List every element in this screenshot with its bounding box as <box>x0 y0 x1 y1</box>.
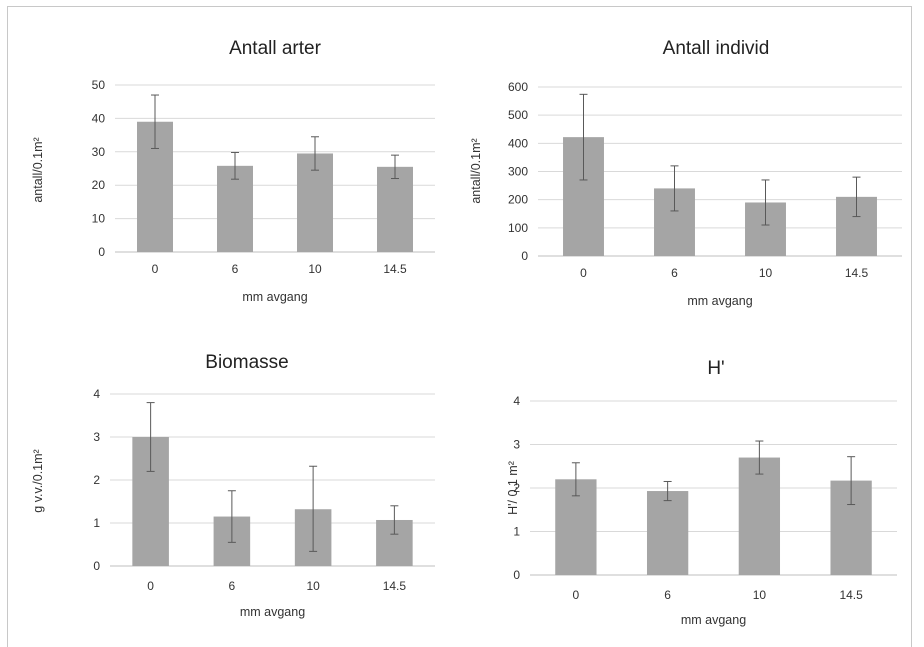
chart-title: Biomasse <box>205 352 288 373</box>
y-tick-label: 2 <box>513 481 520 495</box>
x-tick-label: 14.5 <box>383 262 407 276</box>
x-tick-label: 6 <box>232 262 239 276</box>
y-tick-label: 0 <box>513 568 520 582</box>
x-axis-label: mm avgang <box>687 294 752 308</box>
x-tick-label: 10 <box>759 266 773 280</box>
x-tick-label: 6 <box>671 266 678 280</box>
x-tick-label: 10 <box>753 588 767 602</box>
x-tick-label: 0 <box>580 266 587 280</box>
y-tick-label: 0 <box>521 249 528 263</box>
chart-title: Antall arter <box>229 38 322 59</box>
x-tick-label: 14.5 <box>383 579 407 593</box>
x-tick-label: 10 <box>308 262 322 276</box>
x-tick-label: 6 <box>229 579 236 593</box>
y-tick-label: 4 <box>513 394 520 408</box>
bar <box>646 491 689 575</box>
chart-2: Antall individ 0 100 200 300 400 500 600 0 6 10 14.… <box>469 38 902 308</box>
y-axis-label: g v.v./0.1m² <box>31 449 45 512</box>
x-tick-label: 0 <box>147 579 154 593</box>
y-tick-label: 40 <box>92 111 106 125</box>
y-tick-label: 3 <box>93 430 100 444</box>
y-tick-label: 1 <box>513 525 520 539</box>
chart-title: Antall individ <box>663 38 770 59</box>
y-tick-label: 0 <box>98 245 105 259</box>
bar <box>738 457 781 575</box>
chart-3: Biomasse 0 1 2 3 4 0 6 10 14.5 mm avgang g v.v./0.1… <box>31 352 435 619</box>
y-tick-label: 1 <box>93 516 100 530</box>
x-tick-label: 0 <box>152 262 159 276</box>
y-tick-label: 200 <box>508 193 528 207</box>
x-tick-label: 10 <box>306 579 320 593</box>
bar <box>217 165 253 252</box>
y-axis-label: antall/0.1m² <box>31 137 45 202</box>
y-axis-label: H'/ 0.1 m² <box>506 461 520 515</box>
y-tick-label: 400 <box>508 136 528 150</box>
y-tick-label: 30 <box>92 145 106 159</box>
y-tick-label: 3 <box>513 438 520 452</box>
bar <box>377 166 413 252</box>
chart-4: H' 0 1 2 3 4 0 6 10 14.5 mm avgang H'/ 0.1 m² <box>506 358 897 627</box>
y-tick-label: 100 <box>508 221 528 235</box>
y-tick-label: 20 <box>92 178 106 192</box>
x-axis-label: mm avgang <box>240 605 305 619</box>
chart-title: H' <box>707 358 724 379</box>
x-tick-label: 14.5 <box>845 266 869 280</box>
x-tick-label: 6 <box>664 588 671 602</box>
x-tick-label: 14.5 <box>839 588 863 602</box>
y-tick-label: 600 <box>508 80 528 94</box>
y-tick-label: 0 <box>93 559 100 573</box>
y-tick-label: 2 <box>93 473 100 487</box>
y-tick-label: 50 <box>92 78 106 92</box>
x-tick-label: 0 <box>573 588 580 602</box>
figure-frame <box>7 6 912 647</box>
x-axis-label: mm avgang <box>681 613 746 627</box>
y-tick-label: 300 <box>508 165 528 179</box>
y-tick-label: 10 <box>92 212 106 226</box>
y-axis-label: antall/0.1m² <box>469 138 483 203</box>
chart-1: Antall arter 0 10 20 30 40 50 0 6 10 14.5 mm avgang… <box>31 38 435 304</box>
x-axis-label: mm avgang <box>242 290 307 304</box>
y-tick-label: 4 <box>93 387 100 401</box>
y-tick-label: 500 <box>508 108 528 122</box>
